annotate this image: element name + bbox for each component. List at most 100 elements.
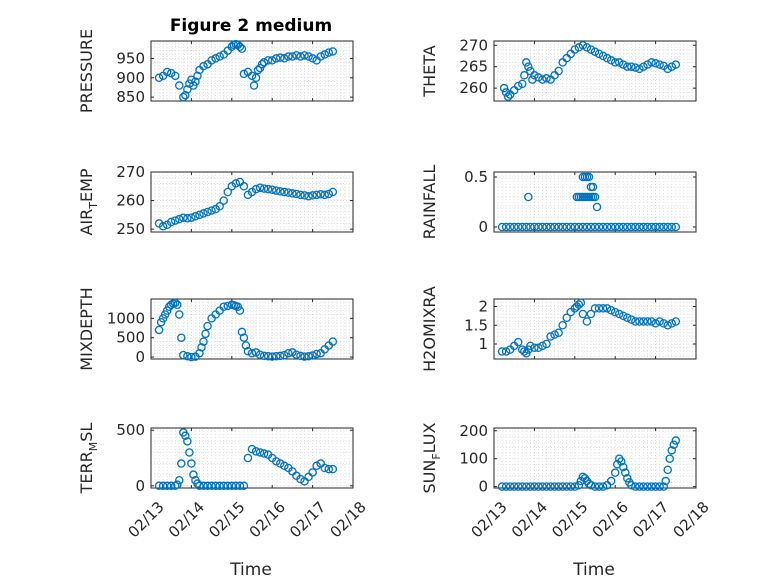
data-point <box>639 317 648 326</box>
data-point <box>538 482 547 491</box>
data-point <box>219 481 228 491</box>
data-point <box>197 343 206 352</box>
data-point <box>619 462 628 472</box>
data-point <box>247 348 257 358</box>
data-point <box>635 482 644 491</box>
data-point <box>263 184 273 194</box>
data-point <box>602 53 612 63</box>
data-point <box>231 481 241 491</box>
data-point <box>619 60 628 69</box>
data-point <box>643 482 652 491</box>
x-axis-label-left: Time <box>229 560 272 580</box>
data-point <box>594 482 604 491</box>
x-tick-label: 02/18 <box>669 498 712 541</box>
data-point <box>183 214 192 223</box>
data-point <box>574 480 584 490</box>
data-point <box>663 320 672 330</box>
data-point <box>526 341 535 351</box>
x-tick-label: 02/14 <box>508 498 551 541</box>
data-point <box>280 187 289 197</box>
y-tick-label: 270 <box>459 36 488 54</box>
y-axis-label: RAINFALL <box>420 165 439 240</box>
data-point <box>304 52 313 61</box>
data-point <box>170 71 180 81</box>
data-point <box>606 305 616 315</box>
y-tick-label: 1 <box>478 335 488 353</box>
axes-box <box>150 171 354 233</box>
data-point <box>243 347 253 356</box>
axes-box <box>493 40 697 102</box>
data-point <box>280 54 289 63</box>
data-point <box>179 350 188 360</box>
data-point <box>296 474 305 484</box>
y-tick-label: 200 <box>459 422 488 440</box>
data-point <box>570 482 580 491</box>
data-point <box>538 341 547 351</box>
data-point <box>199 209 208 218</box>
data-point <box>530 482 539 491</box>
data-point <box>647 317 656 326</box>
data-point <box>663 64 672 74</box>
x-tick-label: 02/16 <box>246 498 289 541</box>
data-point <box>191 212 200 221</box>
data-point <box>518 79 527 89</box>
y-tick-label: 0 <box>478 218 488 236</box>
data-point <box>187 459 196 468</box>
data-point <box>538 222 547 232</box>
panel-2: 250 260 270 AIRTEMP <box>77 163 354 238</box>
data-point <box>651 319 660 328</box>
data-point <box>558 320 567 330</box>
data-point <box>162 67 172 77</box>
data-point <box>237 44 247 53</box>
data-point <box>635 64 644 74</box>
data-point <box>643 222 652 232</box>
data-point <box>610 222 620 232</box>
data-point <box>592 202 602 212</box>
data-point <box>259 184 269 193</box>
data-point <box>667 319 677 328</box>
data-point <box>522 482 531 491</box>
data-point <box>239 481 249 491</box>
data-point <box>594 49 604 59</box>
data-point <box>251 184 261 194</box>
y-tick-label: 0.5 <box>464 168 488 186</box>
data-point <box>576 298 586 307</box>
data-point <box>669 440 679 449</box>
data-point <box>554 482 563 491</box>
data-point <box>501 347 511 356</box>
data-point <box>162 481 172 491</box>
data-point <box>513 337 523 347</box>
data-point <box>594 304 604 313</box>
data-point <box>284 348 293 358</box>
data-point <box>586 222 596 232</box>
x-tick-label: 02/14 <box>165 498 208 541</box>
data-point <box>671 436 681 445</box>
y-tick-label: 0 <box>478 478 488 496</box>
data-point <box>288 189 297 198</box>
data-point <box>647 58 656 67</box>
data-point <box>223 187 233 197</box>
data-point <box>271 457 281 466</box>
data-point <box>524 192 533 202</box>
data-point <box>582 317 592 326</box>
data-point <box>166 217 176 227</box>
data-point <box>550 482 559 491</box>
data-point <box>526 222 535 232</box>
data-point <box>550 222 559 232</box>
data-point <box>201 329 210 339</box>
data-point <box>173 300 182 310</box>
data-point <box>328 187 338 197</box>
data-point <box>227 481 237 491</box>
data-point <box>158 481 168 491</box>
axes-box <box>493 171 697 233</box>
data-point <box>635 222 644 232</box>
data-point <box>154 481 164 491</box>
data-point <box>187 75 196 84</box>
data-point <box>590 482 600 491</box>
data-point <box>665 454 674 463</box>
data-point <box>590 47 600 56</box>
data-point <box>627 222 636 232</box>
data-point <box>526 482 535 491</box>
data-point <box>509 482 519 491</box>
data-point <box>255 183 265 192</box>
